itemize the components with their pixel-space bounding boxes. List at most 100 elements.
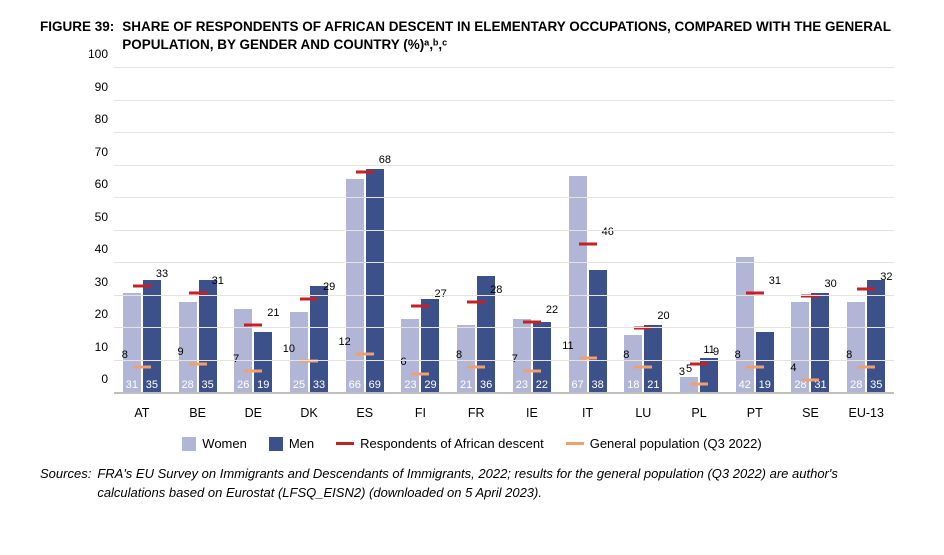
- bar-value-label: 38: [591, 379, 603, 391]
- ref-general-label: 7: [512, 353, 518, 365]
- gridline: [114, 230, 894, 231]
- legend: Women Men Respondents of African descent…: [40, 436, 904, 451]
- sources-text: FRA's EU Survey on Immigrants and Descen…: [97, 465, 904, 501]
- bar-value-label: 28: [850, 379, 862, 391]
- x-tick-label: PL: [671, 398, 727, 428]
- ref-respondents-label: 21: [267, 307, 279, 319]
- bar-men: 35: [199, 280, 217, 394]
- y-tick-label: 60: [95, 177, 114, 191]
- chart: 3135338283531926192172533291066696812232…: [78, 68, 904, 428]
- bar-men: 22: [533, 322, 551, 394]
- bar-group: 4219318: [727, 68, 783, 393]
- bar-value-label: 21: [460, 379, 472, 391]
- x-tick-label: AT: [114, 398, 170, 428]
- x-tick-label: SE: [783, 398, 839, 428]
- y-tick-label: 20: [95, 307, 114, 321]
- legend-label-men: Men: [289, 436, 314, 451]
- y-tick-label: 10: [95, 340, 114, 354]
- ref-general-label: 12: [338, 336, 350, 348]
- gridline: [114, 197, 894, 198]
- bar-women: 66: [346, 179, 364, 394]
- bar-value-label: 67: [571, 379, 583, 391]
- x-tick-label: IE: [504, 398, 560, 428]
- legend-item-women: Women: [182, 436, 247, 451]
- bar-group: 2835328: [838, 68, 894, 393]
- ref-general-label: 9: [177, 346, 183, 358]
- x-tick-label: EU-13: [838, 398, 894, 428]
- bar-group: 1821208: [615, 68, 671, 393]
- bar-group: 3135338: [114, 68, 170, 393]
- swatch-respondents: [336, 442, 354, 445]
- bar-value-label: 31: [814, 379, 826, 391]
- x-tick-label: IT: [560, 398, 616, 428]
- bar-women: 26: [234, 309, 252, 394]
- y-tick-label: 100: [88, 47, 114, 61]
- ref-respondents-label: 9: [713, 346, 719, 358]
- bar-women: 18: [624, 335, 642, 394]
- bar-value-label: 19: [759, 379, 771, 391]
- bar-value-label: 5: [686, 363, 692, 375]
- x-tick-label: ES: [337, 398, 393, 428]
- legend-label-respondents: Respondents of African descent: [360, 436, 544, 451]
- bar-value-label: 42: [739, 379, 751, 391]
- plot-area: 3135338283531926192172533291066696812232…: [114, 68, 894, 394]
- x-tick-label: BE: [170, 398, 226, 428]
- bar-group: 66696812: [337, 68, 393, 393]
- bar-value-label: 26: [237, 379, 249, 391]
- figure-title-text: SHARE OF RESPONDENTS OF AFRICAN DESCENT …: [122, 18, 904, 54]
- bar-women: 42: [736, 257, 754, 394]
- x-tick-label: FR: [448, 398, 504, 428]
- bar-group: 2831304: [783, 68, 839, 393]
- x-tick-label: LU: [615, 398, 671, 428]
- bar-value-label: 69: [369, 379, 381, 391]
- bar-group: 2835319: [170, 68, 226, 393]
- ref-general-label: 4: [790, 362, 796, 374]
- gridline: [114, 392, 894, 393]
- x-tick-label: PT: [727, 398, 783, 428]
- bar-women: 31: [123, 293, 141, 394]
- legend-label-women: Women: [202, 436, 247, 451]
- gridline: [114, 67, 894, 68]
- x-tick-label: FI: [393, 398, 449, 428]
- bar-men: 29: [421, 299, 439, 393]
- gridline: [114, 262, 894, 263]
- y-tick-label: 40: [95, 242, 114, 256]
- ref-general-label: 10: [283, 343, 295, 355]
- gridline: [114, 295, 894, 296]
- bar-women: 28: [791, 302, 809, 393]
- ref-respondents-label: 32: [880, 271, 892, 283]
- ref-respondents-label: 20: [657, 310, 669, 322]
- bar-women: 5: [680, 377, 698, 393]
- ref-respondents-label: 29: [323, 281, 335, 293]
- gridline: [114, 100, 894, 101]
- bar-groups: 3135338283531926192172533291066696812232…: [114, 68, 894, 393]
- ref-respondents-label: 31: [769, 275, 781, 287]
- bar-value-label: 33: [313, 379, 325, 391]
- legend-label-general: General population (Q3 2022): [590, 436, 762, 451]
- y-tick-label: 0: [101, 372, 114, 386]
- bar-men: 19: [254, 332, 272, 394]
- bar-group: 26 19 21 7: [225, 68, 281, 393]
- bar-men: 31: [811, 293, 829, 394]
- bar-value-label: 19: [257, 379, 269, 391]
- y-tick-label: 80: [95, 112, 114, 126]
- bar-value-label: 31: [126, 379, 138, 391]
- figure-number: FIGURE 39:: [40, 18, 122, 36]
- x-tick-label: DK: [281, 398, 337, 428]
- figure-container: FIGURE 39: SHARE OF RESPONDENTS OF AFRIC…: [0, 0, 944, 522]
- ref-general-label: 7: [233, 353, 239, 365]
- gridline: [114, 327, 894, 328]
- legend-item-general: General population (Q3 2022): [566, 436, 762, 451]
- ref-respondents-label: 46: [602, 226, 614, 238]
- bar-value-label: 66: [349, 379, 361, 391]
- bar-group: 67384611: [560, 68, 616, 393]
- bar-group: 25332910: [281, 68, 337, 393]
- gridline: [114, 360, 894, 361]
- bar-men: 35: [867, 280, 885, 394]
- bar-group: 51193: [671, 68, 727, 393]
- legend-item-men: Men: [269, 436, 314, 451]
- ref-general-label: 6: [400, 356, 406, 368]
- bar-men: 33: [310, 286, 328, 393]
- figure-title: FIGURE 39: SHARE OF RESPONDENTS OF AFRIC…: [40, 18, 904, 54]
- bar-value-label: 35: [870, 379, 882, 391]
